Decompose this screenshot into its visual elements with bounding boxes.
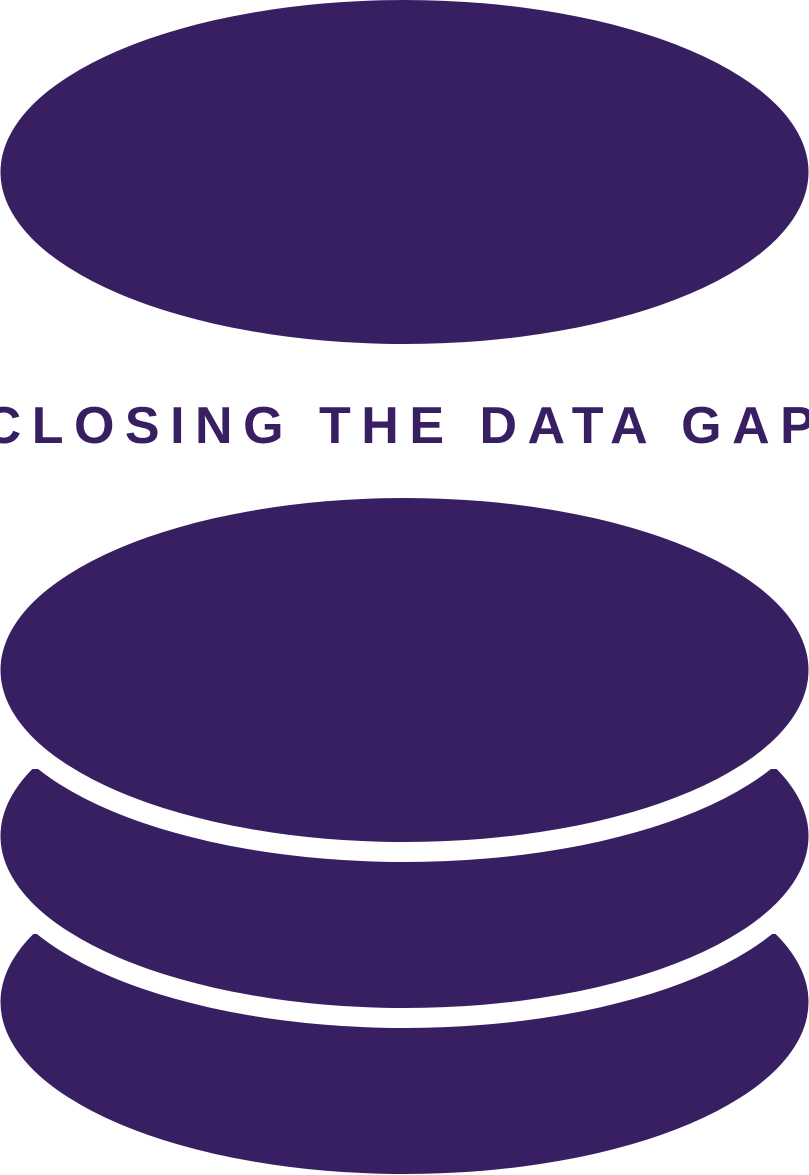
database-stack-icon <box>0 498 809 1174</box>
tagline: CLOSING THE DATA GAP <box>0 397 809 455</box>
stack-top-disk-icon <box>0 498 809 842</box>
top-disk-icon <box>0 0 809 344</box>
